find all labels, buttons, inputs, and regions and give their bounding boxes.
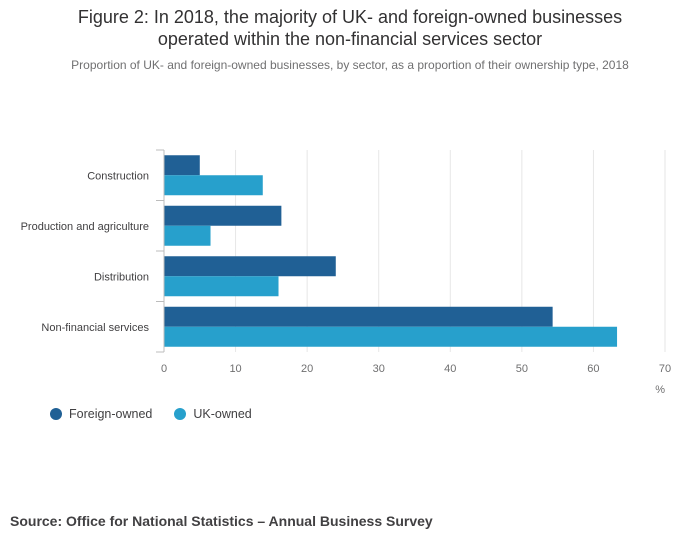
x-tick-label: 10	[229, 363, 241, 375]
chart-legend: Foreign-owned UK-owned	[50, 407, 274, 421]
category-label: Non-financial services	[41, 322, 149, 334]
x-axis-unit-label: %	[655, 384, 665, 396]
x-tick-label: 0	[161, 363, 167, 375]
legend-label-uk-owned: UK-owned	[193, 407, 252, 421]
legend-label-foreign-owned: Foreign-owned	[69, 407, 153, 421]
category-label: Distribution	[94, 271, 149, 283]
chart-subtitle: Proportion of UK- and foreign-owned busi…	[71, 58, 629, 72]
legend-swatch-foreign-owned	[50, 408, 62, 420]
legend-item-foreign-owned[interactable]: Foreign-owned	[50, 407, 152, 421]
chart-title-line-2: operated within the non-financial servic…	[157, 29, 543, 49]
bar-foreign-owned-production-and-agriculture	[164, 205, 282, 226]
x-tick-label: 20	[301, 363, 313, 375]
bar-foreign-owned-non-financial-services	[164, 306, 553, 327]
bar-uk-owned-non-financial-services	[164, 326, 618, 347]
bar-uk-owned-distribution	[164, 276, 279, 297]
bar-foreign-owned-distribution	[164, 256, 336, 277]
chart-title: Figure 2: In 2018, the majority of UK- a…	[0, 6, 700, 50]
x-tick-label: 70	[659, 363, 671, 375]
x-tick-label: 50	[516, 363, 528, 375]
x-tick-label: 60	[587, 363, 599, 375]
x-tick-label: 30	[373, 363, 385, 375]
x-tick-label: 40	[444, 363, 456, 375]
bar-foreign-owned-construction	[164, 155, 200, 176]
category-label: Production and agriculture	[21, 221, 149, 233]
legend-item-uk-owned[interactable]: UK-owned	[174, 407, 252, 421]
bar-uk-owned-production-and-agriculture	[164, 225, 211, 246]
category-label: Construction	[87, 170, 149, 182]
bar-uk-owned-construction	[164, 175, 263, 196]
chart-title-line-1: Figure 2: In 2018, the majority of UK- a…	[77, 7, 623, 27]
source-note: Source: Office for National Statistics –…	[10, 513, 433, 529]
legend-swatch-uk-owned	[174, 408, 187, 420]
